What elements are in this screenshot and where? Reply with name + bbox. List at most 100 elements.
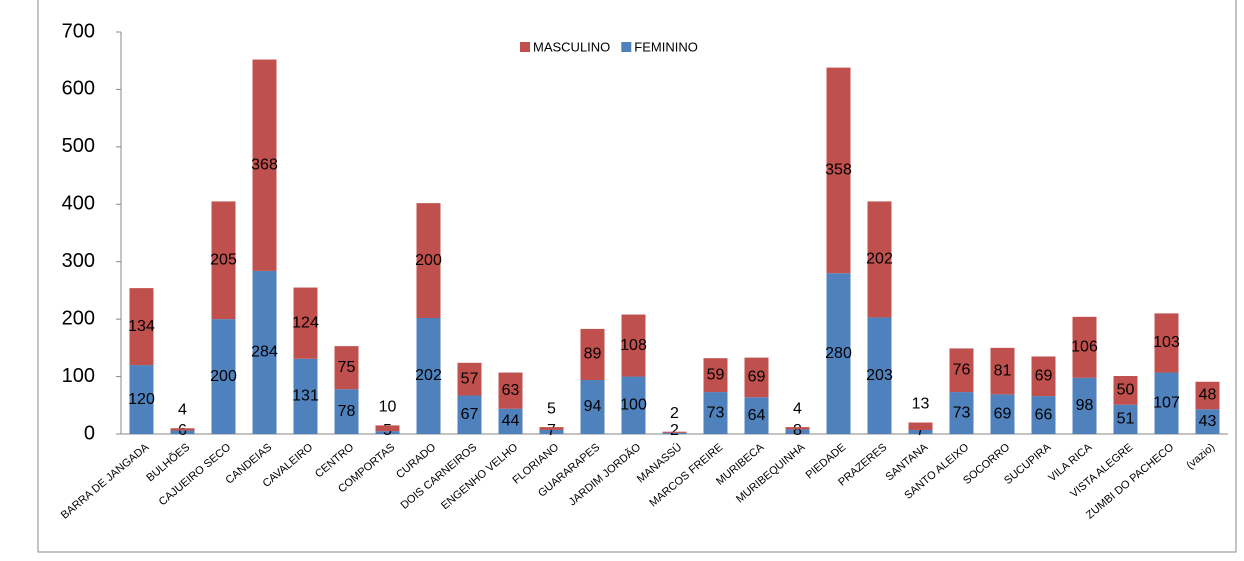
bar-segment (129, 365, 154, 434)
bar-segment (826, 67, 851, 274)
bar-segment (1031, 396, 1056, 434)
data-label: 2 (670, 405, 679, 422)
data-label: 66 (1035, 406, 1053, 423)
data-label: 2 (670, 422, 679, 439)
x-tick-label: BARRA DE JANGADA (59, 441, 152, 522)
bar-segment (580, 380, 605, 434)
data-label: 200 (210, 368, 237, 385)
data-label: 81 (994, 362, 1012, 379)
x-tick-label: MARCOS FREIRE (647, 441, 725, 509)
bar-segment (908, 429, 933, 434)
bar-segment (662, 431, 687, 433)
data-label: 69 (748, 369, 766, 386)
bar-segment (621, 376, 646, 434)
data-label: 76 (953, 361, 971, 378)
bar-segment (1195, 409, 1220, 434)
data-label: 63 (502, 382, 520, 399)
bar-segment (252, 59, 277, 271)
data-label: 7 (916, 422, 925, 439)
bar-segment (1031, 356, 1056, 397)
x-tick-label: CAJUEIRO SECO (157, 441, 234, 508)
bar-segment (1113, 404, 1138, 434)
data-label: 358 (825, 162, 852, 179)
bar-segment (990, 394, 1015, 434)
data-label: 4 (178, 401, 187, 418)
data-label: 106 (1071, 339, 1098, 356)
data-label: 78 (338, 403, 356, 420)
y-tick-label: 400 (62, 193, 95, 215)
bar-segment (293, 358, 318, 434)
data-label: 48 (1199, 387, 1217, 404)
bar-segment (293, 287, 318, 359)
bar-segment (498, 372, 523, 409)
bar-segment (252, 270, 277, 434)
bar-segment (1072, 377, 1097, 434)
bar-segment (703, 358, 728, 393)
bar-segment (785, 427, 810, 430)
data-label: 5 (547, 400, 556, 417)
bar-segment (334, 346, 359, 390)
data-label: 51 (1117, 411, 1135, 428)
data-label: 100 (620, 397, 647, 414)
data-label: 73 (953, 404, 971, 421)
bar-segment (170, 428, 195, 431)
bar-segment (990, 347, 1015, 395)
bar-segment (498, 408, 523, 434)
data-label: 6 (178, 422, 187, 439)
data-label: 73 (707, 404, 725, 421)
y-tick-label: 700 (62, 20, 95, 42)
bar-segment (949, 348, 974, 393)
data-label: 94 (584, 398, 602, 415)
bar-segment (375, 425, 400, 432)
x-tick-label: ENGENHO VELHO (439, 441, 521, 512)
data-label: 120 (128, 391, 155, 408)
bar-segment (1154, 372, 1179, 434)
data-label: 7 (547, 422, 556, 439)
bar-segment (1072, 316, 1097, 378)
data-label: 280 (825, 345, 852, 362)
x-tick-label: (vazio) (1184, 441, 1217, 471)
bar-segment (908, 422, 933, 430)
bar-segment (129, 288, 154, 366)
bar-segment (703, 392, 728, 434)
chart-frame (37, 0, 1237, 553)
data-label: 202 (866, 251, 893, 268)
data-label: 64 (748, 407, 766, 424)
legend-swatch (621, 42, 632, 52)
bar-segment (826, 273, 851, 434)
legend-label: FEMININO (634, 39, 698, 54)
bar-segment (744, 397, 769, 434)
bar-segment (416, 317, 441, 434)
bar-segment (539, 427, 564, 430)
bar-segment (170, 430, 195, 434)
data-label: 50 (1117, 382, 1135, 399)
bar-segment (539, 429, 564, 434)
bar-segment (375, 431, 400, 434)
data-label: 134 (128, 318, 155, 335)
data-label: 89 (584, 346, 602, 363)
y-tick-label: 200 (62, 307, 95, 329)
y-tick-label: 0 (84, 422, 95, 444)
bar-segment (744, 357, 769, 398)
data-label: 10 (379, 399, 397, 416)
x-tick-label: DOIS CARNEIROS (399, 441, 480, 511)
bar-segment (1113, 375, 1138, 405)
bar-segment (949, 392, 974, 434)
bar-segment (867, 201, 892, 318)
data-label: 107 (1153, 394, 1180, 411)
x-tick-label: MURIBEQUINHA (734, 441, 808, 506)
bar-segment (662, 432, 687, 434)
data-label: 44 (502, 413, 520, 430)
data-label: 108 (620, 337, 647, 354)
legend-swatch (520, 42, 530, 52)
data-label: 8 (793, 422, 802, 439)
bar-segment (1195, 381, 1220, 410)
bar-segment (621, 314, 646, 377)
bar-segment (580, 328, 605, 381)
bar-segment (457, 395, 482, 434)
data-label: 284 (251, 344, 278, 361)
data-label: 124 (292, 314, 319, 331)
y-tick-label: 500 (62, 135, 95, 157)
bar-segment (867, 317, 892, 434)
